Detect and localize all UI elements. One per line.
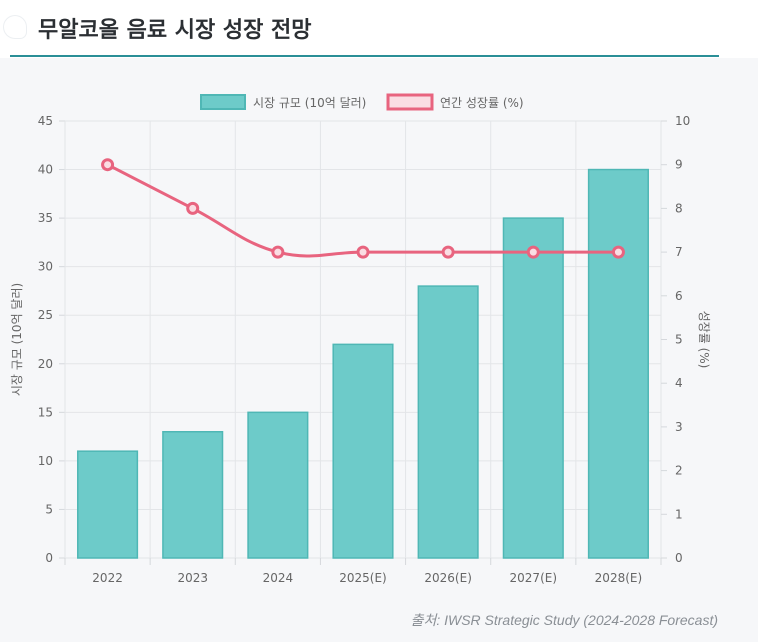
header-divider [10, 55, 719, 57]
page-title: 무알코올 음료 시장 성장 전망 [38, 18, 312, 43]
x-tick-label: 2023 [177, 571, 208, 585]
y-tick-label: 10 [38, 454, 53, 468]
bar [77, 450, 139, 559]
legend-label-bar: 시장 규모 (10억 달러) [253, 96, 366, 110]
y2-tick-label: 5 [675, 333, 683, 347]
page-header: 무알코올 음료 시장 성장 전망 [0, 0, 758, 58]
legend-swatch-bar [200, 94, 246, 110]
y-tick-label: 45 [38, 114, 53, 128]
y2-tick-label: 1 [675, 507, 683, 521]
header-decoration [4, 16, 26, 38]
y-tick-label: 0 [45, 551, 53, 565]
line-point [611, 245, 625, 259]
line-point [526, 245, 540, 259]
bar [162, 431, 224, 559]
y2-tick-label: 7 [675, 245, 683, 259]
chart-container: 0 5 10 15 20 25 30 35 40 45 0 1 2 3 4 5 6 7 8 9 10 2022 2023 20… [10, 64, 750, 604]
y-tick-label: 40 [38, 163, 53, 177]
bar [247, 411, 309, 559]
x-tick-label: 2027(E) [510, 571, 557, 585]
bar [587, 168, 649, 559]
legend-label-line: 연간 성장률 (%) [440, 96, 524, 110]
y-tick-label: 35 [38, 211, 53, 225]
y-tick-label: 30 [38, 260, 53, 274]
bar [417, 285, 479, 559]
y-axis-title: 시장 규모 (10억 달러) [10, 283, 24, 396]
y2-axis-title: 성장률 (%) [697, 311, 711, 369]
x-tick-label: 2028(E) [595, 571, 642, 585]
y2-tick-label: 3 [675, 420, 683, 434]
y-tick-label: 5 [45, 502, 53, 516]
legend-swatch-line [386, 93, 434, 111]
y-tick-label: 25 [38, 308, 53, 322]
x-tick-label: 2024 [263, 571, 294, 585]
line-point [356, 245, 370, 259]
line-point [271, 245, 285, 259]
line-point [101, 158, 115, 172]
x-tick-label: 2022 [92, 571, 123, 585]
y2-tick-label: 2 [675, 464, 683, 478]
bar [332, 343, 394, 559]
y-tick-label: 15 [38, 405, 53, 419]
x-tick-label: 2025(E) [339, 571, 386, 585]
y-tick-label: 20 [38, 357, 53, 371]
y2-tick-label: 9 [675, 158, 683, 172]
line-point [441, 245, 455, 259]
source-note: 출처: IWSR Strategic Study (2024-2028 Fore… [410, 612, 718, 628]
y2-tick-label: 0 [675, 551, 683, 565]
y2-tick-label: 8 [675, 201, 683, 215]
bar [502, 217, 564, 559]
y2-tick-label: 6 [675, 289, 683, 303]
y2-tick-label: 4 [675, 376, 683, 390]
line-point [186, 201, 200, 215]
x-tick-label: 2026(E) [424, 571, 471, 585]
y2-tick-label: 10 [675, 114, 690, 128]
